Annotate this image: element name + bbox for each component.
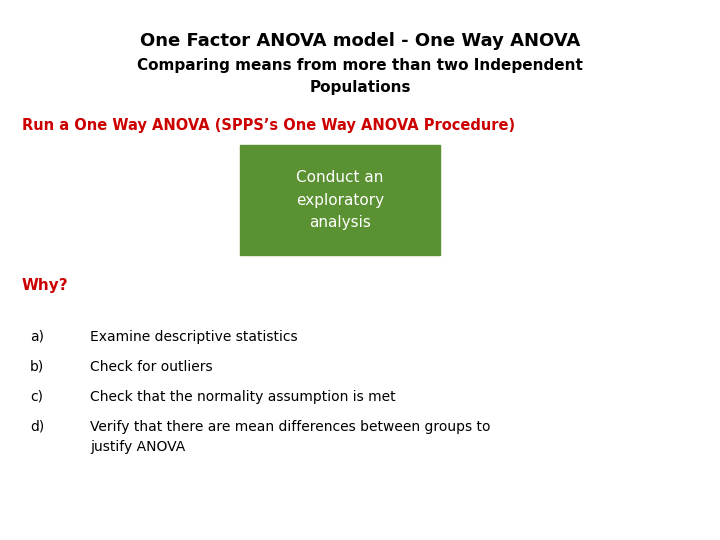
Text: a): a) [30,330,44,344]
Text: Check that the normality assumption is met: Check that the normality assumption is m… [90,390,395,404]
FancyBboxPatch shape [240,145,440,255]
Text: Populations: Populations [310,80,410,95]
Text: Examine descriptive statistics: Examine descriptive statistics [90,330,297,344]
Text: Verify that there are mean differences between groups to
justify ANOVA: Verify that there are mean differences b… [90,420,490,454]
Text: Conduct an
exploratory
analysis: Conduct an exploratory analysis [296,170,384,230]
Text: Run a One Way ANOVA (SPPS’s One Way ANOVA Procedure): Run a One Way ANOVA (SPPS’s One Way ANOV… [22,118,515,133]
Text: Comparing means from more than two Independent: Comparing means from more than two Indep… [137,58,583,73]
Text: One Factor ANOVA model - One Way ANOVA: One Factor ANOVA model - One Way ANOVA [140,32,580,50]
Text: Why?: Why? [22,278,68,293]
Text: c): c) [30,390,43,404]
Text: d): d) [30,420,44,434]
Text: Check for outliers: Check for outliers [90,360,212,374]
Text: b): b) [30,360,44,374]
